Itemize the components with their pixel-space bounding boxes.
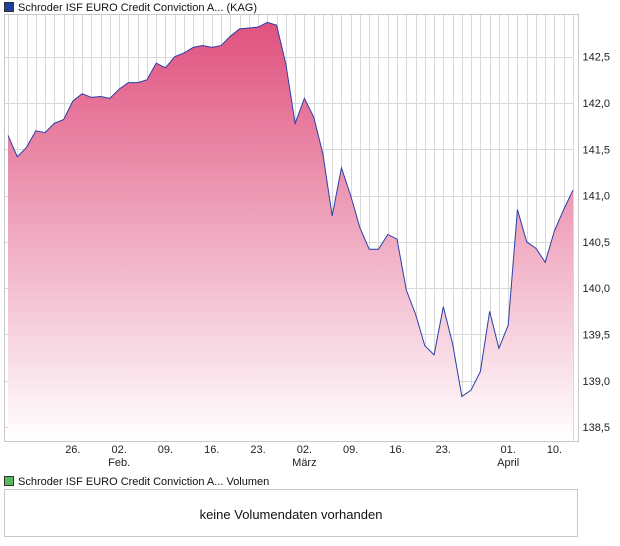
- x-tick-label: 01.: [501, 444, 516, 456]
- y-tick-label: 139,0: [582, 376, 610, 388]
- volume-series-swatch: [4, 476, 14, 487]
- price-legend: Schroder ISF EURO Credit Conviction A...…: [4, 1, 257, 15]
- y-tick-label: 141,0: [582, 191, 610, 203]
- y-tick-label: 139,5: [582, 330, 610, 342]
- price-chart: 138,5 139,0 139,5 140,0 140,5 141,0 141,5 142,0…: [4, 14, 610, 469]
- price-area: [8, 22, 573, 441]
- plot-frame: [4, 14, 579, 442]
- x-tick-label: 16.: [389, 444, 404, 456]
- x-tick-label: 02.: [111, 444, 126, 456]
- price-line: [7, 21, 574, 398]
- volume-panel: keine Volumendaten vorhanden: [4, 489, 578, 537]
- y-tick-label: 141,5: [582, 144, 610, 156]
- x-tick-label: 10.: [547, 444, 562, 456]
- x-tick-month-label: April: [497, 457, 519, 469]
- y-tick-label: 140,0: [582, 283, 610, 295]
- x-tick-label: 09.: [343, 444, 358, 456]
- x-tick-label: 23.: [436, 444, 451, 456]
- volume-empty-message: keine Volumendaten vorhanden: [199, 507, 383, 522]
- x-tick-label: 16.: [204, 444, 219, 456]
- price-series-swatch: [4, 2, 14, 13]
- x-tick-label: 02.: [297, 444, 312, 456]
- x-tick-label: 23.: [250, 444, 265, 456]
- volume-legend-label: Schroder ISF EURO Credit Conviction A...…: [18, 476, 270, 488]
- x-tick-month-label: März: [292, 457, 316, 469]
- y-tick-label: 140,5: [582, 237, 610, 249]
- volume-legend: Schroder ISF EURO Credit Conviction A...…: [4, 475, 269, 489]
- x-tick-label: 26.: [65, 444, 80, 456]
- price-legend-label: Schroder ISF EURO Credit Conviction A...…: [18, 2, 258, 14]
- x-tick-month-label: Feb.: [108, 457, 130, 469]
- y-tick-label: 138,5: [582, 422, 610, 434]
- y-tick-label: 142,0: [582, 98, 610, 110]
- y-tick-label: 142,5: [582, 52, 610, 64]
- y-axis: 138,5 139,0 139,5 140,0 140,5 141,0 141,5 142,0…: [582, 52, 610, 434]
- x-tick-label: 09.: [158, 444, 173, 456]
